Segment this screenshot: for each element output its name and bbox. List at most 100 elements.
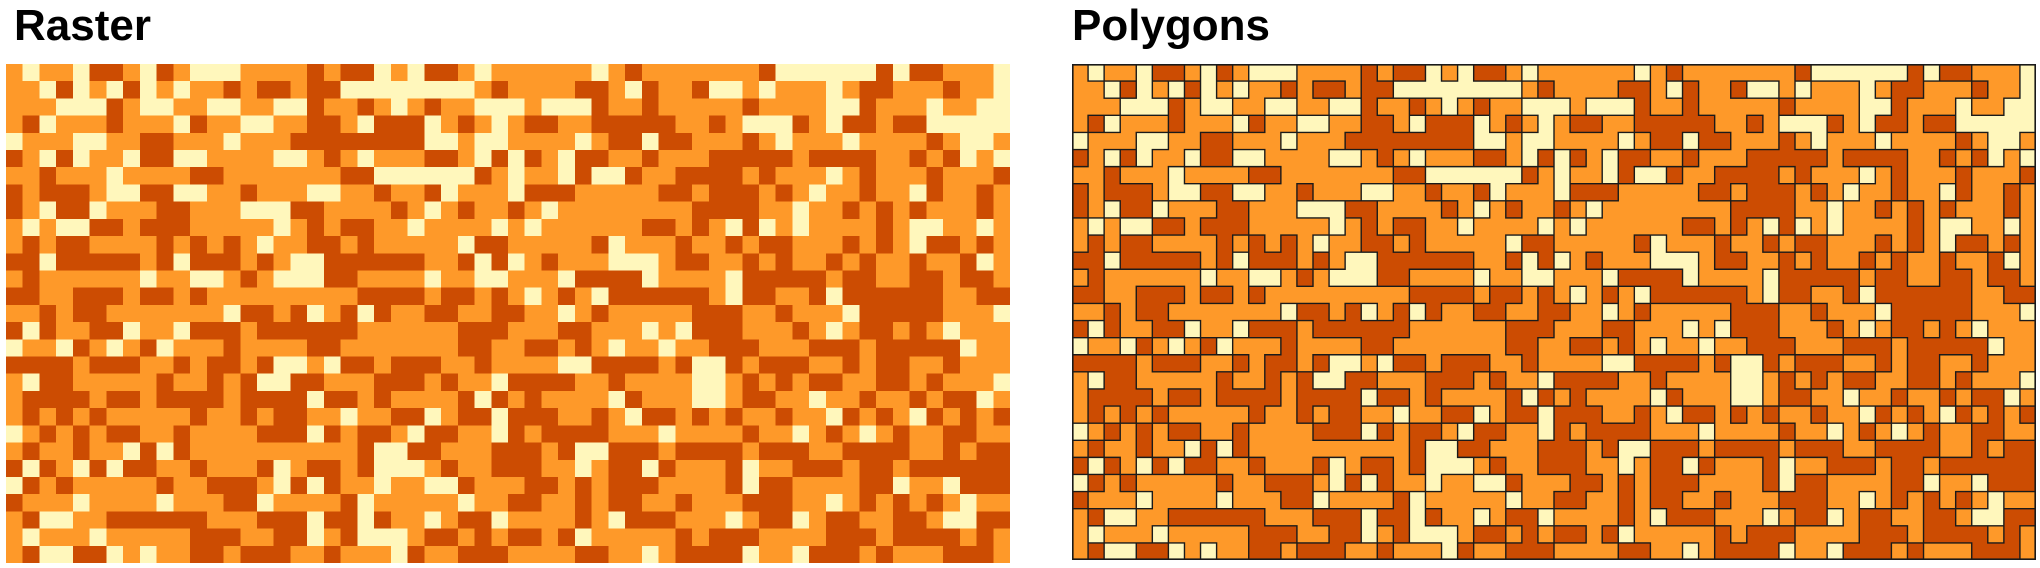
polygon-cell-medium [1104, 64, 1121, 82]
raster-cell-medium [759, 253, 777, 272]
raster-cell-medium [374, 236, 392, 254]
raster-cell-dark [72, 236, 91, 254]
raster-cell-medium [89, 270, 107, 289]
raster-cell-light [307, 528, 325, 547]
polygon-cell-dark [1457, 371, 1475, 390]
polygon-cell-light [1762, 269, 1780, 287]
polygon-cell-dark [1843, 542, 1860, 560]
raster-cell-light [223, 304, 241, 323]
polygon-cell-medium [1296, 423, 1314, 441]
polygon-cell-dark [1168, 115, 1186, 134]
polygon-cell-medium [1714, 371, 1732, 390]
raster-cell-medium [340, 545, 358, 563]
polygon-cell-light [1971, 115, 1989, 134]
raster-cell-medium [842, 425, 860, 444]
polygon-cell-dark [1345, 200, 1362, 219]
raster-cell-medium [926, 390, 944, 409]
polygon-cell-medium [2019, 525, 2036, 544]
raster-cell-dark [591, 408, 609, 426]
raster-cell-light [792, 425, 810, 444]
polygon-cell-medium [1746, 406, 1764, 424]
polygon-cell-light [1586, 98, 1603, 116]
polygon-cell-light [1313, 371, 1330, 390]
polygon-cell-dark [1859, 542, 1876, 560]
polygon-cell-medium [1698, 98, 1716, 116]
polygon-cell-dark [2019, 474, 2036, 493]
polygon-cell-dark [1891, 303, 1909, 322]
polygon-cell-dark [1875, 115, 1892, 134]
raster-cell-medium [290, 545, 308, 563]
raster-cell-light [390, 528, 409, 547]
raster-cell-dark [641, 408, 660, 426]
polygon-cell-dark [1666, 388, 1684, 407]
polygon-cell-medium [1939, 474, 1957, 493]
raster-cell-medium [842, 167, 860, 186]
polygon-cell-dark [1072, 200, 1089, 219]
polygon-cell-dark [1489, 423, 1507, 441]
raster-cell-light [273, 356, 292, 375]
raster-cell-medium [641, 425, 660, 444]
polygon-cell-dark [2003, 235, 2021, 253]
polygon-cell-light [1827, 423, 1844, 441]
polygon-cell-medium [1329, 183, 1346, 202]
polygon-cell-dark [1425, 371, 1443, 390]
raster-cell-light [106, 184, 124, 203]
polygon-cell-dark [1120, 354, 1137, 373]
polygon-cell-medium [1618, 235, 1635, 253]
polygon-cell-medium [1859, 388, 1876, 407]
polygon-cell-medium [1329, 252, 1346, 270]
polygon-cell-dark [1168, 388, 1186, 407]
polygon-cell-medium [1730, 491, 1748, 510]
raster-cell-light [374, 64, 392, 82]
raster-cell-medium [658, 167, 676, 186]
raster-cell-dark [323, 425, 342, 444]
polygon-cell-dark [1827, 320, 1844, 339]
raster-cell-light [156, 339, 174, 358]
raster-cell-medium [190, 356, 208, 375]
raster-cell-medium [240, 459, 258, 478]
raster-cell-medium [474, 494, 492, 512]
raster-cell-light [759, 81, 777, 100]
polygon-cell-medium [1955, 320, 1973, 339]
polygon-cell-dark [2019, 508, 2036, 527]
polygon-cell-dark [1682, 406, 1700, 424]
polygon-cell-light [1441, 98, 1459, 116]
raster-cell-dark [909, 459, 927, 478]
raster-cell-medium [574, 201, 593, 220]
polygon-cell-medium [1923, 166, 1941, 185]
polygon-cell-medium [1072, 98, 1089, 116]
polygon-cell-dark [1586, 252, 1603, 270]
raster-cell-dark [909, 339, 927, 358]
polygon-cell-dark [1602, 286, 1619, 305]
polygon-cell-dark [1280, 354, 1298, 373]
polygon-cell-dark [1313, 303, 1330, 322]
raster-cell-light [574, 459, 593, 478]
polygon-cell-medium [1650, 98, 1668, 116]
raster-cell-medium [206, 236, 225, 254]
raster-cell-dark [257, 390, 275, 409]
polygon-cell-medium [1811, 423, 1828, 441]
polygon-cell-dark [1698, 115, 1716, 134]
polygon-cell-dark [1843, 286, 1860, 305]
raster-cell-dark [825, 425, 844, 444]
raster-cell-medium [424, 494, 442, 512]
raster-cell-dark [825, 150, 844, 168]
raster-cell-dark [123, 390, 141, 409]
raster-cell-dark [909, 322, 927, 340]
polygon-cell-medium [1682, 388, 1700, 407]
raster-cell-dark [424, 425, 442, 444]
polygon-cell-dark [1088, 235, 1105, 253]
polygon-cell-dark [1811, 371, 1828, 390]
polygon-cell-medium [1811, 457, 1828, 476]
raster-cell-medium [825, 476, 844, 495]
polygon-cell-dark [1377, 508, 1394, 527]
polygon-cell-medium [1104, 474, 1121, 493]
polygon-cell-medium [1264, 491, 1282, 510]
polygon-cell-medium [1666, 525, 1684, 544]
raster-cell-medium [943, 287, 961, 306]
raster-cell-medium [39, 494, 57, 512]
polygon-cell-medium [1586, 440, 1603, 458]
raster-cell-medium [106, 442, 124, 461]
polygon-cell-dark [1393, 64, 1410, 82]
polygon-cell-medium [1361, 166, 1378, 185]
